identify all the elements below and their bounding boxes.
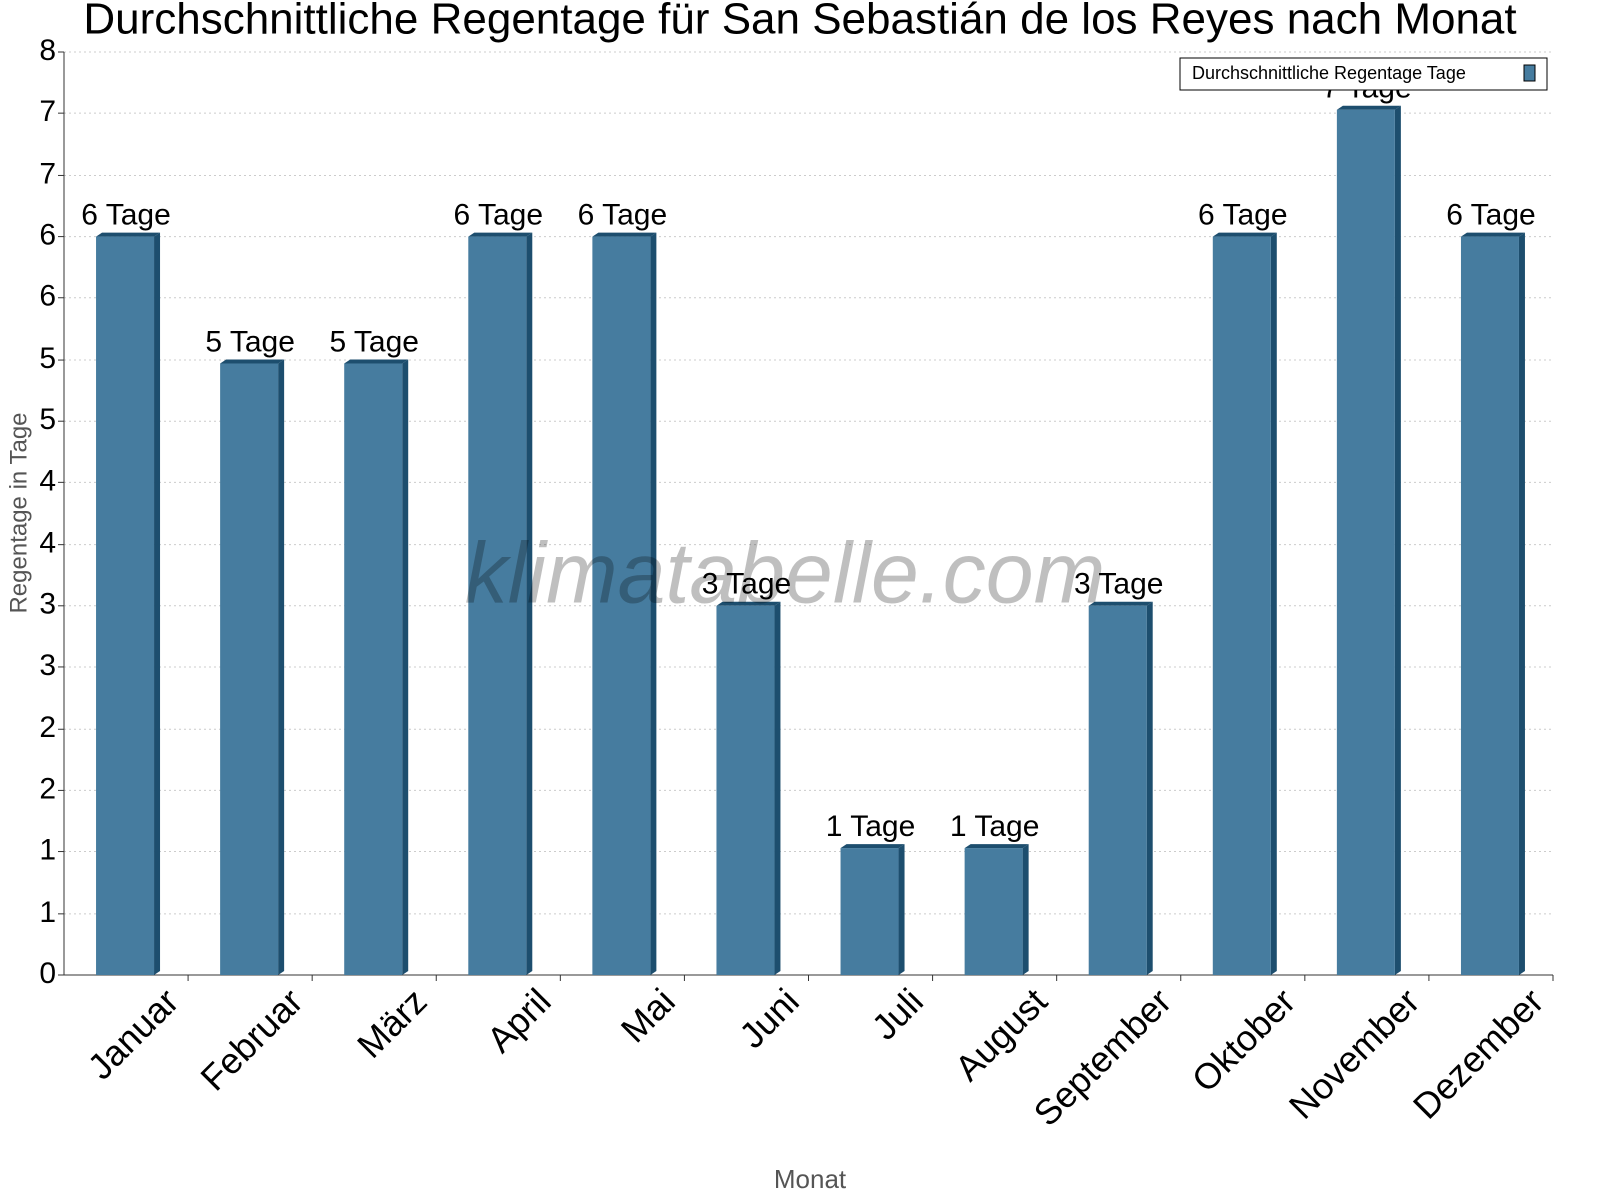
bar-side — [526, 232, 533, 976]
legend-swatch — [1523, 64, 1536, 82]
data-label: 6 Tage — [1446, 199, 1536, 232]
bar — [468, 236, 527, 976]
bar — [716, 605, 775, 975]
bar — [964, 848, 1023, 975]
bar-top — [840, 844, 905, 849]
bar-top — [96, 232, 161, 237]
y-tick-label: 4 — [39, 464, 56, 497]
bar-side — [898, 844, 905, 975]
y-tick-label: 3 — [39, 588, 56, 621]
bar-top — [1336, 105, 1401, 110]
y-tick-label: 1 — [39, 896, 56, 929]
y-tick-label: 2 — [39, 711, 56, 744]
x-tick-label: Mai — [613, 980, 683, 1050]
bar-top — [468, 232, 533, 237]
bar-side — [1270, 232, 1277, 976]
bar-side — [402, 359, 409, 975]
y-tick-label: 1 — [39, 833, 56, 866]
bar-side — [1518, 232, 1525, 976]
bar — [344, 363, 403, 975]
bar-top — [220, 359, 285, 364]
x-axis-label: Monat — [774, 1164, 847, 1194]
bar-side — [278, 359, 285, 975]
chart-title: Durchschnittliche Regentage für San Seba… — [83, 0, 1516, 44]
x-tick-label: November — [1281, 980, 1427, 1126]
bar-top — [1212, 232, 1277, 237]
y-tick-label: 0 — [39, 957, 56, 990]
y-tick-label: 6 — [39, 219, 56, 252]
legend: Durchschnittliche Regentage Tage — [1179, 57, 1548, 91]
data-label: 3 Tage — [1074, 568, 1164, 601]
legend-label: Durchschnittliche Regentage Tage — [1192, 63, 1466, 83]
x-tick-label: Oktober — [1184, 980, 1304, 1100]
bar-side — [154, 232, 161, 976]
x-tick-label: Juli — [864, 980, 931, 1047]
bar-side — [1022, 844, 1029, 975]
data-label: 6 Tage — [578, 199, 668, 232]
bar-side — [1394, 105, 1401, 975]
bar-side — [1146, 601, 1153, 975]
data-label: 6 Tage — [1198, 199, 1288, 232]
bar-top — [592, 232, 657, 237]
y-tick-label: 5 — [39, 342, 56, 375]
bar — [220, 363, 279, 975]
bar-side — [774, 601, 781, 975]
bar-top — [344, 359, 409, 364]
bar-top — [716, 601, 781, 606]
data-label: 3 Tage — [702, 568, 792, 601]
bar — [1336, 109, 1395, 975]
bar-top — [964, 844, 1029, 849]
bar — [840, 848, 899, 975]
bar-top — [1460, 232, 1525, 237]
data-label: 6 Tage — [454, 199, 544, 232]
y-tick-label: 8 — [39, 34, 56, 67]
y-tick-label: 2 — [39, 772, 56, 805]
x-tick-label: August — [947, 980, 1055, 1088]
bar — [592, 236, 651, 976]
y-tick-label: 3 — [39, 649, 56, 682]
bar-side — [650, 232, 657, 976]
x-tick-label: Dezember — [1405, 980, 1551, 1126]
data-label: 1 Tage — [826, 810, 916, 843]
x-tick-label: März — [349, 980, 435, 1066]
bar — [1212, 236, 1271, 976]
y-axis-label: Regentage in Tage — [5, 412, 32, 613]
bar — [1460, 236, 1519, 976]
x-tick-label: Januar — [80, 980, 187, 1087]
y-tick-label: 5 — [39, 403, 56, 436]
x-tick-label: Februar — [192, 980, 310, 1098]
data-label: 6 Tage — [81, 199, 171, 232]
legend-box — [1179, 57, 1548, 91]
x-tick-label: Juni — [731, 980, 807, 1056]
data-label: 5 Tage — [329, 325, 419, 358]
y-tick-label: 6 — [39, 280, 56, 313]
data-label: 5 Tage — [205, 325, 295, 358]
y-tick-label: 7 — [39, 95, 56, 128]
y-tick-label: 7 — [39, 157, 56, 190]
y-tick-label: 4 — [39, 527, 56, 560]
bar-top — [1088, 601, 1153, 606]
bar — [96, 236, 155, 976]
bar — [1088, 605, 1147, 975]
watermark: klimatabelle.com — [465, 526, 1105, 622]
x-tick-label: April — [479, 980, 559, 1060]
data-label: 1 Tage — [950, 810, 1040, 843]
